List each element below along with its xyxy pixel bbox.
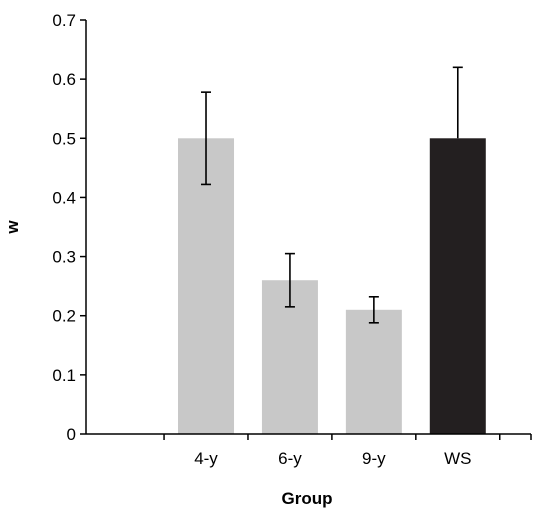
axes-layer	[85, 20, 531, 435]
x-tick-label: 4-y	[194, 449, 218, 468]
x-tick-label: 6-y	[278, 449, 302, 468]
x-tick-label: WS	[444, 449, 471, 468]
y-tick-label: 0.7	[52, 11, 76, 30]
y-tick-label: 0.3	[52, 248, 76, 267]
bar-9-y	[345, 309, 402, 434]
error-bars-layer	[201, 66, 463, 324]
y-tick-label: 0.1	[52, 366, 76, 385]
y-tick-label: 0.4	[52, 188, 76, 207]
bar-WS	[429, 138, 486, 435]
y-tick-label: 0	[67, 425, 76, 444]
bars-layer	[178, 138, 486, 435]
y-tick-label: 0.6	[52, 70, 76, 89]
y-tick-label: 0.2	[52, 307, 76, 326]
x-tick-label: 9-y	[362, 449, 386, 468]
x-axis-title: Group	[282, 489, 333, 508]
y-ticks-layer: 0 0.1 0.2 0.3 0.4 0.5 0.6 0.7	[52, 11, 86, 444]
y-axis-title: w	[3, 220, 22, 235]
y-tick-label: 0.5	[52, 129, 76, 148]
x-ticks-layer: 4-y 6-y 9-y WS	[163, 434, 532, 468]
bar-4-y	[178, 138, 235, 435]
